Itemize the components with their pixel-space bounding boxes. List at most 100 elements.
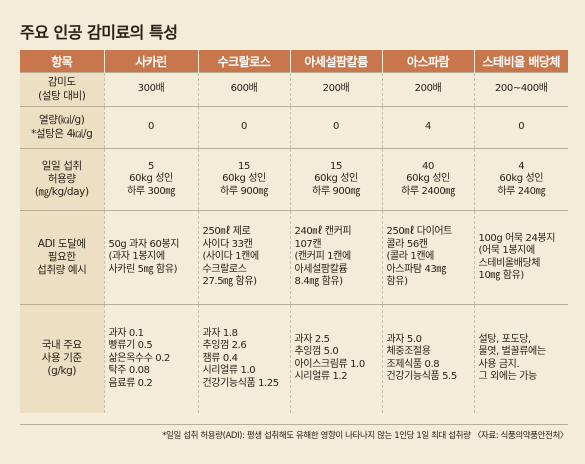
cell-line: 0 (148, 121, 154, 133)
table-cell: 40 60kg 성인 하루 2400㎎ (381, 148, 474, 211)
row-header-line: (㎎/kg/day) (34, 186, 89, 199)
table-cell: 200배 (381, 72, 474, 107)
table-cell: 4 60kg 성인 하루 240㎎ (473, 148, 568, 211)
cell-line: 5 (148, 160, 154, 172)
cell-line: (캔커피 1캔에 (294, 251, 352, 263)
cell-line: 아이스크림류 1.0 (294, 358, 366, 370)
cell-line: 0 (333, 121, 339, 133)
table-cell: 250㎖ 제로 사이다 33캔 (사이다 1캔에 수크랄로스 27.5㎎ 함유) (197, 210, 290, 305)
cell-line: (콜라 1캔에 (386, 251, 435, 263)
row-adi: 일일 섭취 허용량 (㎎/kg/day) 5 60kg 성인 하루 300㎎ 15 60kg … (20, 148, 568, 211)
cell-line: 0 (518, 121, 525, 133)
row-usage-standard: 국내 주요 사용 기준 (g/kg) 과자 0.1 빵류기 0.5 삶은옥수수 0.2 탁주… (20, 304, 568, 413)
cell-line: 그 외에는 가능 (478, 371, 538, 383)
cell-line: 200배 (414, 83, 442, 95)
table-cell: 250㎖ 다이어트 콜라 56캔 (콜라 1캔에 아스파탐 43㎎ 함유) (381, 210, 474, 305)
cell-line: 15 (330, 160, 342, 172)
table-cell: 0 (197, 106, 290, 149)
cell-line: 15 (238, 160, 250, 172)
cell-line: 수크랄로스 (202, 263, 247, 275)
row-header-line: 허용량 (47, 172, 76, 185)
cell-line: 0 (241, 121, 247, 133)
cell-line: 사용 금지. (478, 358, 520, 370)
row-calories: 열량(㎉/g) *설탕은 4㎉/g 0 0 0 4 0 (20, 106, 568, 149)
cell-line: 스테비올배당체 (478, 257, 541, 269)
table-cell: 15 60kg 성인 하루 900㎎ (197, 148, 290, 211)
cell-line: 건강기능식품 5.5 (386, 371, 458, 383)
table-cell: 600배 (197, 72, 290, 107)
table-cell: 4 (381, 106, 474, 149)
header-cell-item: 항목 (20, 50, 104, 73)
cell-line: 하루 240㎎ (497, 185, 546, 197)
cell-line: 107캔 (294, 238, 322, 250)
cell-line: 추잉껌 2.6 (202, 340, 247, 351)
header-cell-aspartame: 아스파람 (381, 50, 474, 73)
cell-line: 과자 2.5 (294, 333, 330, 345)
table-cell: 0 (473, 106, 568, 149)
cell-line: 200~400배 (494, 83, 548, 95)
cell-line: 탁주 0.08 (108, 365, 150, 376)
cell-line: 삶은옥수수 0.2 (108, 352, 171, 364)
table-cell: 100g 어묵 24봉지 (어묵 1봉지에 스테비올배당체 10㎎ 함유) (473, 210, 568, 305)
cell-line: 60kg 성인 (499, 173, 544, 185)
cell-line: 과자 0.1 (108, 327, 144, 339)
cell-line: 27.5㎎ 함유) (202, 276, 258, 288)
table-cell: 5 60kg 성인 하루 300㎎ (103, 148, 198, 211)
row-header-line: 사용 기준 (41, 352, 82, 365)
row-header-line: 감미도 (47, 76, 76, 89)
cell-line: 200배 (322, 83, 350, 95)
row-header-line: 섭취량 예시 (37, 264, 87, 277)
table-cell: 과자 2.5 추잉껌 5.0 아이스크림류 1.0 시리얼류 1.2 (289, 304, 382, 413)
row-header-line: 국내 주요 (41, 339, 82, 352)
table-cell: 50g 과자 60봉지 (과자 1봉지에 사카린 5㎎ 함유) (103, 210, 198, 305)
footnote: *일일 섭취 허용량(ADI): 평생 섭취해도 유해한 영향이 나타나지 않는… (20, 424, 568, 447)
cell-line: 음료류 0.2 (108, 377, 153, 389)
table-cell: 0 (103, 106, 198, 149)
cell-line: 250㎖ 다이어트 (386, 226, 453, 238)
cell-line: 10㎎ 함유) (478, 270, 525, 281)
row-header-line: 열량(㎉/g) (39, 114, 85, 127)
row-sweetness: 감미도 (설탕 대비) 300배 600배 200배 200배 200~400배 (20, 72, 568, 107)
table-cell: 과자 0.1 빵류기 0.5 삶은옥수수 0.2 탁주 0.08 음료류 0.2 (103, 304, 198, 413)
sweetener-table: 항목 사카린 수크랄로스 아세설팜칼륨 아스파람 스테비올 배당체 감미도 (설탕… (20, 50, 568, 413)
row-header: 국내 주요 사용 기준 (g/kg) (20, 304, 104, 413)
cell-line: 8.4㎎ 함유) (294, 276, 344, 288)
table-body: 감미도 (설탕 대비) 300배 600배 200배 200배 200~400배 열량(㎉/g… (20, 72, 568, 413)
cell-line: 60kg 성인 (406, 173, 450, 185)
row-adi-example: ADI 도달에 필요한 섭취량 예시 50g 과자 60봉지 (과자 1봉지에 사카린 5… (20, 210, 568, 305)
row-header-line: *설탕은 4㎉/g (31, 127, 93, 140)
table-cell: 0 (289, 106, 382, 149)
table-cell: 설탕, 포도당, 물엿, 벌꿀류에는 사용 금지. 그 외에는 가능 (473, 304, 568, 413)
row-header-line: (g/kg) (47, 365, 77, 378)
header-cell-steviol: 스테비올 배당체 (473, 50, 568, 73)
cell-line: 추잉껌 5.0 (294, 346, 339, 358)
table-cell: 300배 (103, 72, 198, 107)
cell-line: 사이다 33캔 (202, 238, 253, 250)
row-header: 열량(㎉/g) *설탕은 4㎉/g (20, 106, 104, 149)
cell-line: 4 (425, 121, 431, 133)
cell-line: 하루 300㎎ (127, 185, 175, 197)
cell-line: 설탕, 포도당, (478, 333, 532, 345)
header-cell-sucralose: 수크랄로스 (197, 50, 290, 73)
cell-line: 60kg 성인 (129, 173, 173, 185)
cell-line: 아스파탐 43㎎ (386, 263, 447, 275)
row-header: 감미도 (설탕 대비) (20, 72, 104, 107)
cell-line: 600배 (230, 83, 258, 95)
header-row: 항목 사카린 수크랄로스 아세설팜칼륨 아스파람 스테비올 배당체 (20, 50, 568, 73)
row-header-line: 일일 섭취 (41, 159, 82, 172)
cell-line: 4 (518, 160, 525, 172)
row-header: ADI 도달에 필요한 섭취량 예시 (20, 210, 104, 305)
table-cell: 과자 5.0 체중조절용 조제식품 0.8 건강기능식품 5.5 (381, 304, 474, 413)
cell-line: 아세설팜칼륨 (294, 263, 348, 275)
cell-line: 하루 2400㎎ (401, 185, 455, 197)
table-cell: 200~400배 (473, 72, 568, 107)
cell-line: (어묵 1봉지에 (478, 245, 536, 256)
cell-line: 50g 과자 60봉지 (108, 238, 180, 250)
cell-line: 콜라 56캔 (386, 238, 429, 250)
cell-line: 과자 1.8 (202, 327, 238, 339)
cell-line: 하루 900㎎ (220, 185, 268, 197)
cell-line: 60kg 성인 (222, 173, 266, 185)
row-header-line: (설탕 대비) (38, 89, 86, 102)
row-header-line: 필요한 (47, 250, 76, 263)
table-title: 주요 인공 감미료의 특성 (20, 23, 178, 42)
